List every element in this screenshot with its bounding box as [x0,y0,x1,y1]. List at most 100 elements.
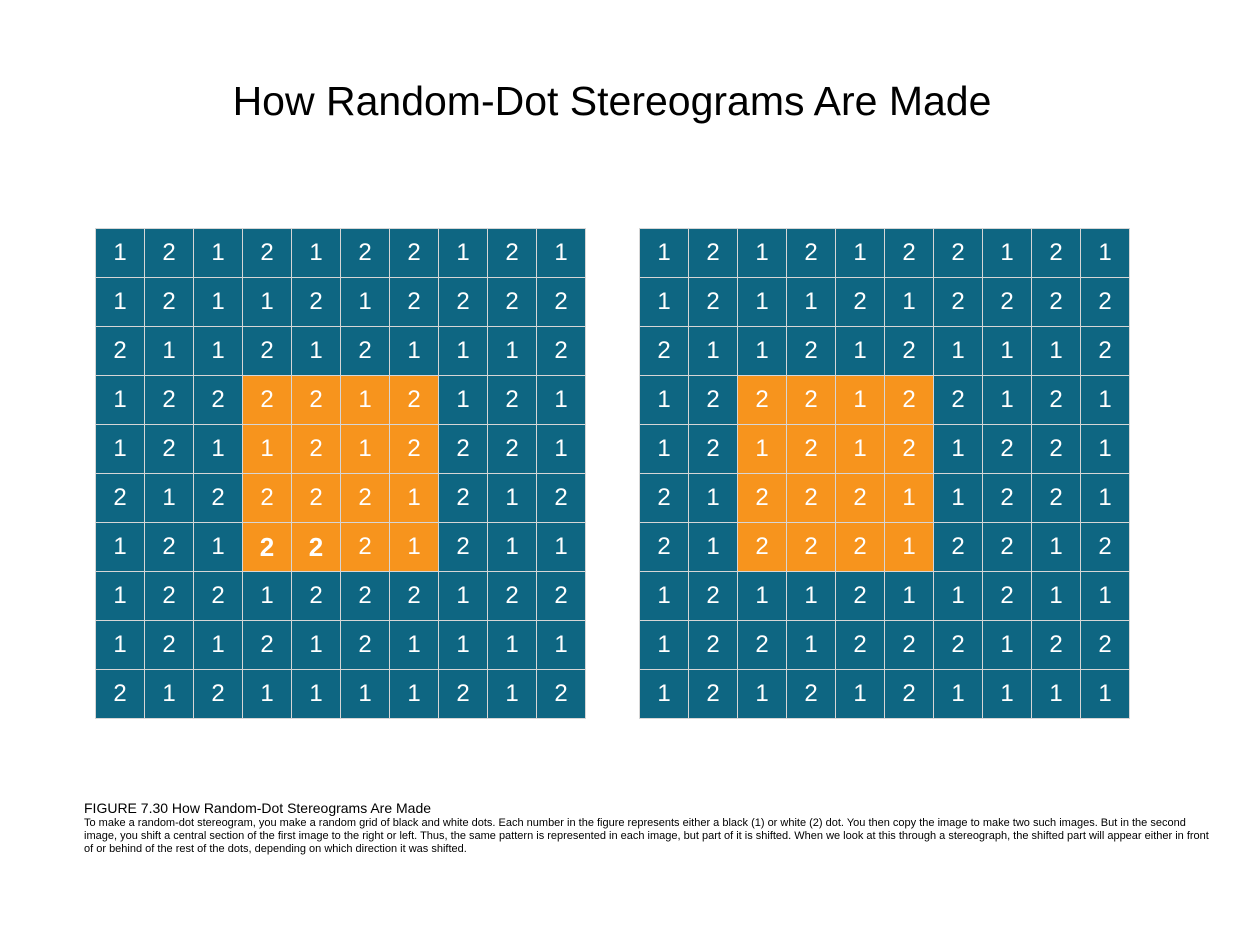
left-grid-cell: 1 [96,376,144,424]
right-grid-cell: 2 [983,523,1031,571]
left-grid-cell: 2 [243,327,291,375]
figure-caption: FIGURE 7.30 How Random-Dot Stereograms A… [84,800,1214,856]
right-grid-cell: 2 [787,327,835,375]
right-grid-cell: 2 [787,474,835,522]
right-grid-cell: 1 [983,621,1031,669]
right-grid-cell: 2 [640,523,688,571]
left-grid-cell: 1 [145,474,193,522]
left-grid-cell: 1 [341,670,389,718]
left-grid-cell: 2 [292,278,340,326]
left-grid-cell: 1 [194,327,242,375]
right-grid-cell: 1 [885,278,933,326]
left-grid-cell: 2 [292,425,340,473]
right-grid-cell: 2 [1032,621,1080,669]
left-grid-cell: 2 [537,278,585,326]
left-grid-cell: 1 [194,425,242,473]
left-grid-cell: 2 [194,572,242,620]
right-grid-cell: 2 [689,229,737,277]
right-grid-cell: 1 [1032,670,1080,718]
right-grid-cell: 1 [738,670,786,718]
left-grid-cell: 2 [390,572,438,620]
right-grid-cell: 1 [738,572,786,620]
right-grid-cell: 2 [836,278,884,326]
right-grid-cell: 2 [787,229,835,277]
right-grid-cell: 1 [836,425,884,473]
right-grid-cell: 1 [934,670,982,718]
right-grid-cell: 1 [1081,229,1129,277]
right-grid-cell: 1 [787,572,835,620]
right-grid-cell: 1 [934,425,982,473]
right-grid-cell: 2 [1032,474,1080,522]
left-grid-cell: 2 [488,572,536,620]
left-grid-cell: 1 [537,376,585,424]
left-grid-cell: 2 [341,621,389,669]
right-grid-cell: 2 [1081,621,1129,669]
left-grid-cell: 1 [243,670,291,718]
right-grid-cell: 1 [787,278,835,326]
right-grid-cell: 1 [934,327,982,375]
left-grid-cell: 2 [488,229,536,277]
left-grid-cell: 2 [488,376,536,424]
left-grid-cell: 2 [96,670,144,718]
left-grid-cell: 2 [488,425,536,473]
right-grid-cell: 1 [640,278,688,326]
left-grid-cell: 2 [96,327,144,375]
left-grid-cell: 1 [488,670,536,718]
left-grid-cell: 1 [96,621,144,669]
right-grid-cell: 2 [640,474,688,522]
right-grid-cell: 1 [983,376,1031,424]
left-grid-cell: 2 [145,621,193,669]
right-grid-cell: 2 [689,278,737,326]
right-grid-cell: 1 [738,327,786,375]
figure-title: How Random-Dot Stereograms Are Made [232,78,992,124]
right-grid-cell: 2 [689,621,737,669]
left-grid-cell: 1 [439,572,487,620]
right-grid-cell: 1 [689,474,737,522]
left-grid-cell: 1 [537,523,585,571]
left-grid-cell: 2 [292,523,340,571]
left-grid-cell: 1 [292,327,340,375]
left-grid-cell: 2 [537,572,585,620]
left-grid-cell: 2 [145,229,193,277]
caption-title: FIGURE 7.30 How Random-Dot Stereograms A… [84,800,432,816]
left-grid-cell: 2 [145,278,193,326]
left-grid-cell: 1 [390,670,438,718]
left-grid-cell: 1 [194,523,242,571]
right-grid-cell: 2 [885,425,933,473]
left-grid-cell: 1 [439,229,487,277]
right-grid-cell: 2 [787,376,835,424]
right-grid-cell: 1 [983,670,1031,718]
right-grid-cell: 1 [1081,474,1129,522]
right-grid-cell: 2 [983,278,1031,326]
right-grid-cell: 1 [738,229,786,277]
left-grid-cell: 1 [292,621,340,669]
left-grid-cell: 2 [194,474,242,522]
left-grid-cell: 2 [292,376,340,424]
left-grid-cell: 1 [243,572,291,620]
right-grid-cell: 1 [640,621,688,669]
left-grid-cell: 2 [243,229,291,277]
right-grid-cell: 1 [1032,327,1080,375]
right-grid-cell: 1 [787,621,835,669]
right-grid-cell: 1 [738,278,786,326]
right-grid-cell: 2 [885,670,933,718]
left-grid-cell: 2 [439,278,487,326]
left-grid-cell: 2 [145,572,193,620]
right-grid-cell: 1 [689,523,737,571]
right-grid-cell: 2 [934,229,982,277]
left-grid-cell: 2 [537,474,585,522]
left-grid-cell: 2 [194,670,242,718]
left-grid-cell: 2 [390,278,438,326]
left-grid-cell: 1 [243,278,291,326]
left-grid-cell: 2 [96,474,144,522]
left-grid-cell: 1 [194,621,242,669]
left-grid-cell: 2 [341,572,389,620]
left-grid-cell: 1 [243,425,291,473]
left-grid-cell: 2 [243,376,291,424]
right-grid-cell: 2 [1081,327,1129,375]
right-grid-cell: 2 [983,474,1031,522]
right-grid-cell: 1 [836,229,884,277]
left-grid-cell: 1 [439,327,487,375]
left-grid-cell: 1 [145,670,193,718]
